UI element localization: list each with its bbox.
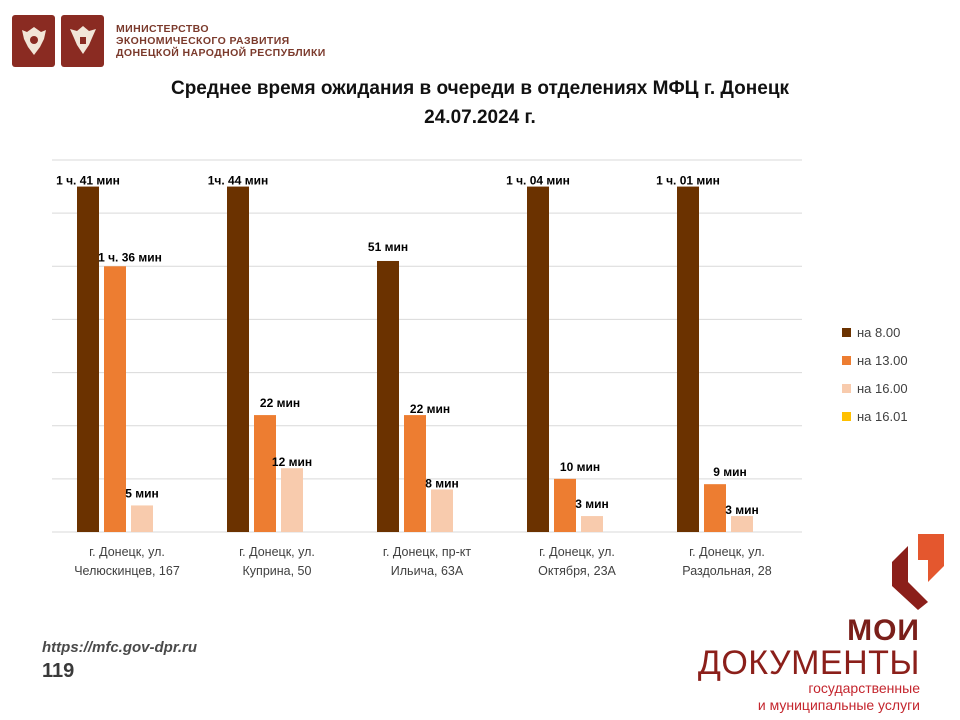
data-label: 9 мин [713, 465, 747, 479]
data-label: 10 мин [560, 460, 600, 474]
data-label: 3 мин [725, 503, 759, 517]
category-label: Челюскинцев, 167 [74, 564, 180, 578]
category-label: Раздольная, 28 [682, 564, 771, 578]
legend-swatch-16 [842, 383, 851, 393]
bar [377, 260, 399, 532]
chart-title-line-1: Среднее время ожидания в очереди в отдел… [170, 78, 790, 99]
category-label: г. Донецк, ул. [539, 545, 615, 559]
chart-title: Среднее время ожидания в очереди в отдел… [0, 74, 960, 132]
brand-line-3: государственные [808, 680, 920, 696]
ministry-line-2: ЭКОНОМИЧЕСКОГО РАЗВИТИЯ [116, 35, 290, 47]
header: МИНИСТЕРСТВО ЭКОНОМИЧЕСКОГО РАЗВИТИЯ ДОН… [12, 14, 326, 68]
bar [527, 186, 549, 533]
category-label: г. Донецк, ул. [689, 545, 765, 559]
legend-item-8: на 8.00 [842, 318, 908, 346]
data-label: 1 ч. 01 мин [656, 174, 720, 188]
data-label: 1 ч. 41 мин [56, 174, 120, 188]
bar [227, 186, 249, 533]
brand-line-1: МОИ [847, 614, 920, 647]
moi-dokumenty-logo-icon [892, 534, 944, 610]
category-label: Куприна, 50 [243, 564, 312, 578]
coat-of-arms-emblem [12, 15, 55, 67]
chart-title-line-2: 24.07.2024 г. [424, 107, 536, 128]
chart-legend: на 8.00 на 13.00 на 16.00 на 16.01 [842, 318, 908, 430]
bar [131, 505, 153, 532]
bar [104, 266, 126, 532]
bar [254, 415, 276, 532]
data-label: 22 мин [260, 396, 300, 410]
category-label: г. Донецк, ул. [239, 545, 315, 559]
data-label: 1ч. 44 мин [208, 174, 269, 188]
bar [581, 516, 603, 532]
legend-label-16: на 16.00 [857, 380, 908, 396]
category-label: г. Донецк, ул. [89, 545, 165, 559]
page-number: 119 [42, 660, 75, 682]
website-url: https://mfc.gov-dpr.ru [42, 639, 197, 656]
legend-label-1601: на 16.01 [857, 408, 908, 424]
legend-swatch-1601 [842, 411, 851, 421]
data-label: 5 мин [125, 486, 159, 500]
brand-wordmark: МОИ ДОКУМЕНТЫ государственные и муниципа… [698, 616, 920, 714]
bar [677, 186, 699, 533]
data-label: 8 мин [425, 476, 459, 490]
data-label: 3 мин [575, 497, 609, 511]
legend-item-16: на 16.00 [842, 374, 908, 402]
data-label: 51 мин [368, 240, 408, 254]
bar [431, 489, 453, 532]
republic-emblem [61, 15, 104, 67]
category-label: Ильича, 63А [391, 564, 464, 578]
legend-swatch-13 [842, 355, 851, 365]
data-label: 22 мин [410, 402, 450, 416]
data-label: 1 ч. 36 мин [98, 250, 162, 264]
ministry-name: МИНИСТЕРСТВО ЭКОНОМИЧЕСКОГО РАЗВИТИЯ ДОН… [116, 23, 326, 59]
bar [77, 186, 99, 533]
legend-label-8: на 8.00 [857, 324, 901, 340]
brand-line-4: и муниципальные услуги [757, 697, 920, 713]
legend-label-13: на 13.00 [857, 352, 908, 368]
legend-item-13: на 13.00 [842, 346, 908, 374]
data-label: 1 ч. 04 мин [506, 174, 570, 188]
bar [704, 484, 726, 532]
ministry-line-3: ДОНЕЦКОЙ НАРОДНОЙ РЕСПУБЛИКИ [116, 47, 326, 59]
data-label: 12 мин [272, 455, 312, 469]
bar [404, 415, 426, 532]
bar [731, 516, 753, 532]
bar [554, 478, 576, 532]
category-label: г. Донецк, пр-кт [383, 545, 471, 559]
bar [281, 468, 303, 532]
legend-item-1601: на 16.01 [842, 402, 908, 430]
category-label: Октября, 23А [538, 564, 616, 578]
brand-line-2: ДОКУМЕНТЫ [697, 644, 920, 682]
legend-swatch-8 [842, 327, 851, 337]
ministry-line-1: МИНИСТЕРСТВО [116, 23, 209, 35]
